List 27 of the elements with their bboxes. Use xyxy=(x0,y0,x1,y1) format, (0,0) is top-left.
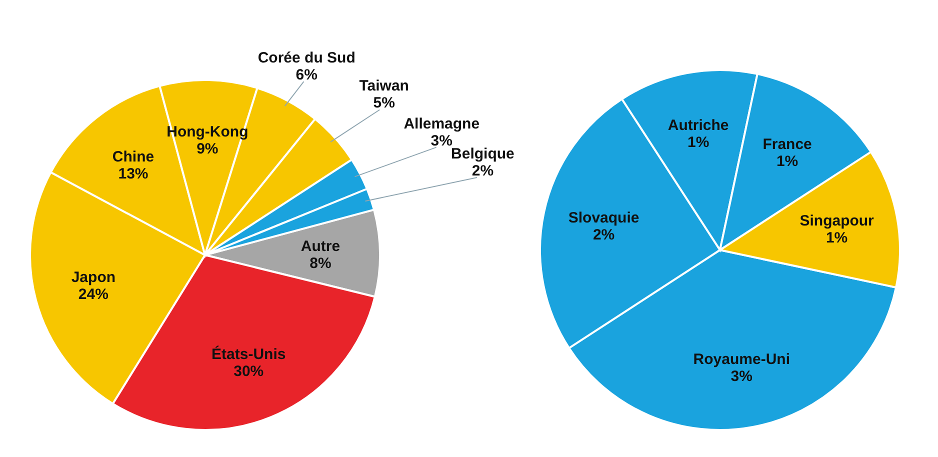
data-label: 5% xyxy=(373,94,395,112)
slice-label: Japon xyxy=(71,268,116,286)
data-label: 3% xyxy=(730,368,752,385)
data-label: 9% xyxy=(196,140,218,158)
slice-label: Royaume-Uni xyxy=(693,350,790,368)
slice-label: Singapour xyxy=(800,212,874,230)
slice-label: États-Unis xyxy=(212,344,286,363)
slice-label: Allemagne xyxy=(404,115,480,132)
data-label: 1% xyxy=(776,153,798,170)
slice-label: Autre xyxy=(300,238,340,255)
data-label: 2% xyxy=(472,162,494,180)
data-label: 3% xyxy=(430,132,452,150)
data-label: 1% xyxy=(826,229,848,246)
slice-label: France xyxy=(762,136,812,154)
slice-label: Slovaquie xyxy=(568,209,640,226)
slice-label: Belgique xyxy=(451,146,514,163)
data-label: 30% xyxy=(234,362,264,380)
slice-label: Taiwan xyxy=(359,78,409,95)
data-label: 13% xyxy=(118,165,148,182)
data-label: 24% xyxy=(78,286,108,303)
slice-label: Corée du Sud xyxy=(258,50,356,67)
slice-label: Autriche xyxy=(668,117,729,134)
data-label: 6% xyxy=(296,66,318,84)
data-label: 8% xyxy=(310,254,332,272)
slice-label: Chine xyxy=(112,148,154,166)
data-label: 1% xyxy=(688,134,710,152)
data-label: 2% xyxy=(592,226,615,244)
